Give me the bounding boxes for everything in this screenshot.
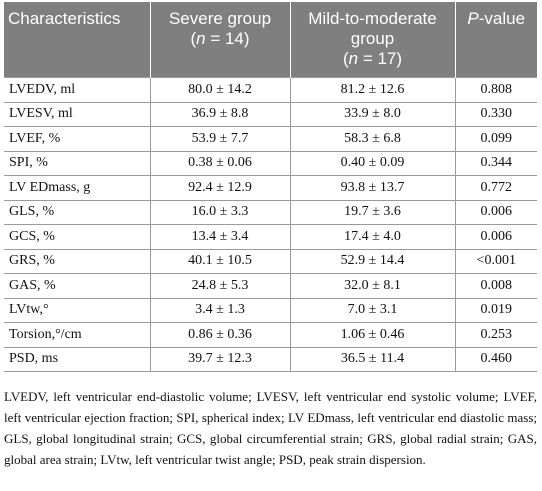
- table-cell: 0.772: [454, 175, 537, 201]
- table-cell: 0.38 ± 0.06: [149, 150, 291, 176]
- table-cell: 0.253: [454, 322, 537, 348]
- header-cell: P-value: [455, 2, 537, 78]
- table-cell: 80.0 ± 14.2: [149, 77, 291, 103]
- table-cell: 1.06 ± 0.46: [289, 322, 456, 348]
- table-cell: 36.9 ± 8.8: [149, 101, 291, 127]
- table-cell: LVESV, ml: [4, 101, 151, 127]
- header-subtext: = 17): [358, 49, 403, 68]
- table-cell: LV EDmass, g: [4, 175, 151, 201]
- table-cell: 24.8 ± 5.3: [149, 273, 291, 299]
- table-cell: 58.3 ± 6.8: [289, 126, 456, 152]
- header-row: Characteristics Severe group (n = 14) Mild-…: [4, 2, 537, 78]
- table-cell: GRS, %: [4, 248, 151, 274]
- table-cell: 53.9 ± 7.7: [149, 126, 291, 152]
- table-cell: LVEF, %: [4, 126, 151, 152]
- table-cell: 0.86 ± 0.36: [149, 322, 291, 348]
- table-cell: 0.344: [454, 150, 537, 176]
- footnote: LVEDV, left ventricular end-diastolic vo…: [4, 389, 537, 467]
- table-row: LVESV, ml 36.9 ± 8.8 33.9 ± 8.0 0.330: [4, 101, 537, 127]
- table-cell: 0.460: [454, 346, 537, 372]
- table-cell: 0.006: [454, 224, 537, 250]
- header-subtext: n: [196, 29, 206, 48]
- header-subtext: n: [348, 49, 359, 68]
- table-cell: 0.40 ± 0.09: [289, 150, 456, 176]
- table-cell: 92.4 ± 12.9: [149, 175, 291, 201]
- table-cell: GCS, %: [4, 224, 151, 250]
- table-row: PSD, ms 39.7 ± 12.3 36.5 ± 11.4 0.460: [4, 346, 537, 372]
- header-text: Mild-to-moderate group: [308, 9, 437, 48]
- header-text: Characteristics: [8, 9, 121, 28]
- table-cell: 0.008: [454, 273, 537, 299]
- table-row: Torsion,°/cm 0.86 ± 0.36 1.06 ± 0.46 0.253: [4, 322, 537, 348]
- header-cell: Severe group (n = 14): [150, 2, 291, 78]
- table-row: GRS, % 40.1 ± 10.5 52.9 ± 14.4 <0.001: [4, 248, 537, 274]
- table-cell: 0.019: [454, 297, 537, 323]
- table-cell: SPI, %: [4, 150, 151, 176]
- table-cell: <0.001: [454, 248, 537, 274]
- header-subtext: -value: [478, 9, 526, 28]
- table-cell: LVEDV, ml: [4, 77, 151, 103]
- header-subtext: (: [342, 49, 349, 68]
- table-cell: PSD, ms: [4, 346, 151, 372]
- table-body: LVEDV, ml 80.0 ± 14.2 81.2 ± 12.6 0.808 LVES…: [4, 77, 537, 372]
- table-cell: 16.0 ± 3.3: [149, 199, 291, 225]
- table-cell: 17.4 ± 4.0: [289, 224, 456, 250]
- table-cell: 93.8 ± 13.7: [289, 175, 456, 201]
- table-cell: 32.0 ± 8.1: [289, 273, 456, 299]
- header-cell: Mild-to-moderate group (n = 17): [290, 2, 456, 78]
- table-row: LVtw,° 3.4 ± 1.3 7.0 ± 3.1 0.019: [4, 297, 537, 323]
- table-cell: Torsion,°/cm: [4, 322, 151, 348]
- table-row: LVEDV, ml 80.0 ± 14.2 81.2 ± 12.6 0.808: [4, 77, 537, 103]
- table-row: SPI, % 0.38 ± 0.06 0.40 ± 0.09 0.344: [4, 150, 537, 176]
- header-text: Severe group: [168, 9, 272, 28]
- table-row: LV EDmass, g 92.4 ± 12.9 93.8 ± 13.7 0.772: [4, 175, 537, 201]
- table-cell: 19.7 ± 3.6: [289, 199, 456, 225]
- table-cell: 52.9 ± 14.4: [289, 248, 456, 274]
- table-cell: LVtw,°: [4, 297, 151, 323]
- table-cell: 3.4 ± 1.3: [149, 297, 291, 323]
- header-cell: Characteristics: [4, 2, 151, 78]
- table-row: GLS, % 16.0 ± 3.3 19.7 ± 3.6 0.006: [4, 199, 537, 225]
- data-table: Characteristics Severe group (n = 14) Mild-…: [4, 2, 537, 372]
- table-cell: GAS, %: [4, 273, 151, 299]
- table-cell: 0.330: [454, 101, 537, 127]
- header-subtext: = 14): [205, 29, 250, 48]
- table-cell: 40.1 ± 10.5: [149, 248, 291, 274]
- table-cell: 33.9 ± 8.0: [289, 101, 456, 127]
- table-cell: 36.5 ± 11.4: [289, 346, 456, 372]
- header-subtext: P: [467, 9, 479, 28]
- table-cell: 81.2 ± 12.6: [289, 77, 456, 103]
- table-cell: 0.099: [454, 126, 537, 152]
- table-row: GAS, % 24.8 ± 5.3 32.0 ± 8.1 0.008: [4, 273, 537, 299]
- table-cell: 7.0 ± 3.1: [289, 297, 456, 323]
- header-subtext: (: [190, 29, 197, 48]
- table-row: LVEF, % 53.9 ± 7.7 58.3 ± 6.8 0.099: [4, 126, 537, 152]
- table-cell: 13.4 ± 3.4: [149, 224, 291, 250]
- table-cell: GLS, %: [4, 199, 151, 225]
- table-row: GCS, % 13.4 ± 3.4 17.4 ± 4.0 0.006: [4, 224, 537, 250]
- table-cell: 0.808: [454, 77, 537, 103]
- table-cell: 0.006: [454, 199, 537, 225]
- table-cell: 39.7 ± 12.3: [149, 346, 291, 372]
